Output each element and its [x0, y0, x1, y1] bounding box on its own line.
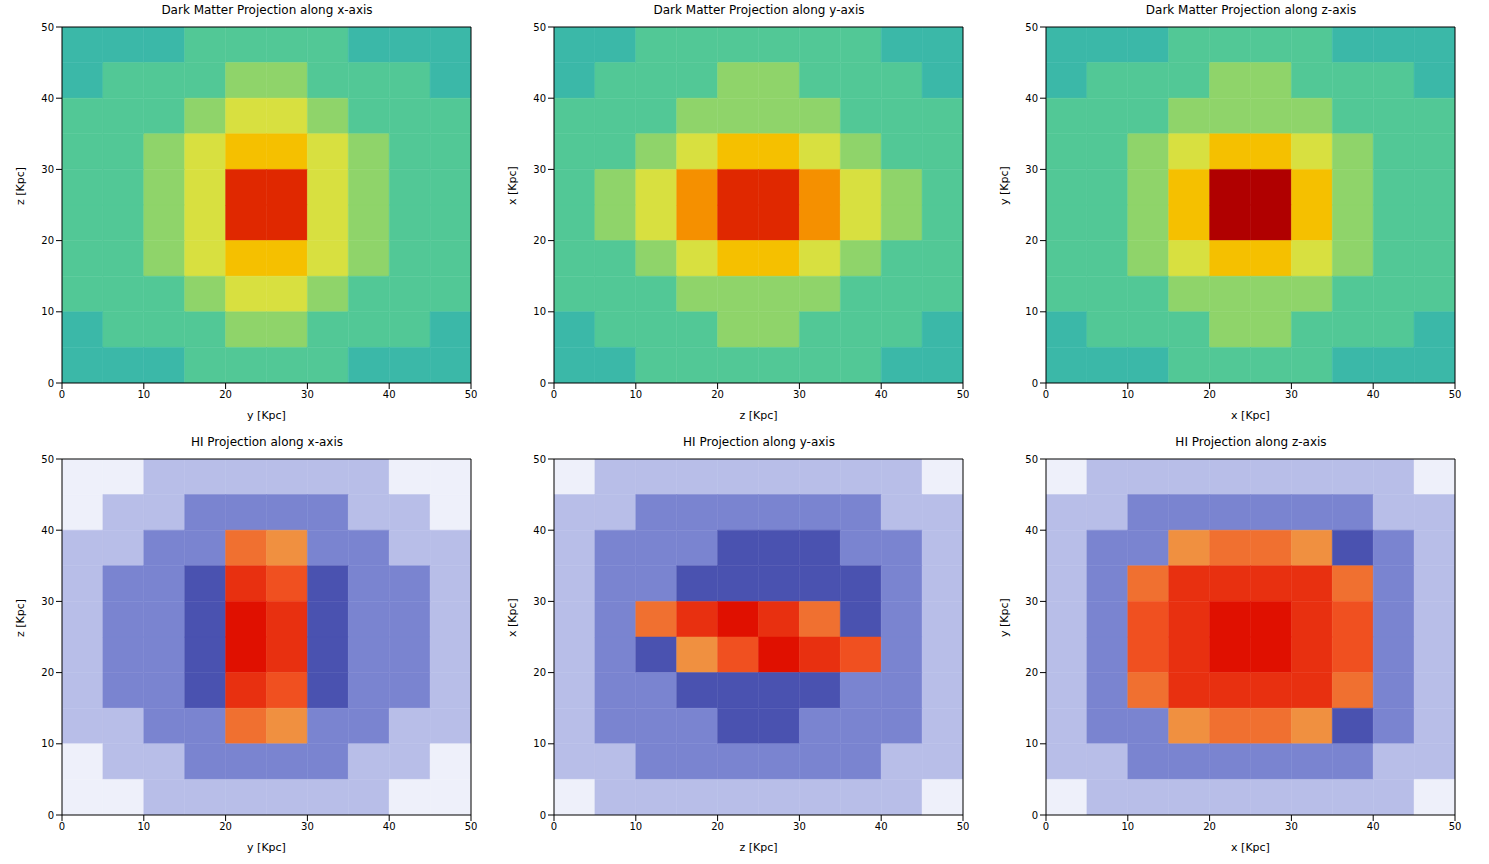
svg-text:30: 30	[1025, 596, 1038, 607]
svg-text:40: 40	[1025, 93, 1038, 104]
svg-text:30: 30	[1285, 821, 1298, 832]
svg-text:50: 50	[41, 22, 54, 33]
svg-text:x [Kpc]: x [Kpc]	[506, 166, 519, 205]
svg-text:20: 20	[1203, 389, 1216, 400]
svg-text:20: 20	[533, 235, 546, 246]
svg-text:0: 0	[1032, 378, 1038, 389]
svg-text:30: 30	[533, 596, 546, 607]
svg-text:50: 50	[957, 821, 970, 832]
html-text:Dark Matter Projection along x: Dark Matter Projection along x-axis	[161, 3, 373, 17]
svg-text:40: 40	[533, 93, 546, 104]
svg-text:20: 20	[711, 821, 724, 832]
svg-text:50: 50	[533, 22, 546, 33]
svg-text:0: 0	[551, 389, 557, 400]
svg-text:40: 40	[41, 525, 54, 536]
svg-text:0: 0	[59, 389, 65, 400]
svg-text:y [Kpc]: y [Kpc]	[247, 409, 286, 422]
svg-text:x [Kpc]: x [Kpc]	[1231, 409, 1270, 422]
svg-text:10: 10	[533, 738, 546, 749]
svg-text:z [Kpc]: z [Kpc]	[14, 599, 27, 637]
svg-text:50: 50	[533, 454, 546, 465]
svg-text:y [Kpc]: y [Kpc]	[247, 841, 286, 854]
svg-text:30: 30	[1285, 389, 1298, 400]
svg-text:40: 40	[533, 525, 546, 536]
svg-text:0: 0	[540, 378, 546, 389]
svg-text:20: 20	[711, 389, 724, 400]
html-text:Dark Matter Projection along y: Dark Matter Projection along y-axis	[653, 3, 865, 17]
svg-text:20: 20	[219, 821, 232, 832]
svg-text:0: 0	[1043, 821, 1049, 832]
svg-text:50: 50	[465, 389, 478, 400]
svg-text:30: 30	[1025, 164, 1038, 175]
svg-text:20: 20	[219, 389, 232, 400]
svg-text:10: 10	[629, 389, 642, 400]
svg-text:20: 20	[41, 667, 54, 678]
svg-text:z [Kpc]: z [Kpc]	[739, 409, 777, 422]
svg-text:30: 30	[41, 164, 54, 175]
svg-text:0: 0	[48, 378, 54, 389]
svg-text:40: 40	[1367, 821, 1380, 832]
svg-text:0: 0	[540, 810, 546, 821]
svg-text:z [Kpc]: z [Kpc]	[14, 167, 27, 205]
svg-text:40: 40	[41, 93, 54, 104]
svg-text:50: 50	[1449, 389, 1462, 400]
html-text:HI Projection along z-axis: HI Projection along z-axis	[1175, 435, 1327, 449]
svg-text:30: 30	[301, 389, 314, 400]
svg-text:10: 10	[41, 738, 54, 749]
svg-text:0: 0	[1043, 389, 1049, 400]
html-text:HI Projection along x-axis: HI Projection along x-axis	[191, 435, 343, 449]
svg-text:20: 20	[1025, 235, 1038, 246]
svg-text:20: 20	[41, 235, 54, 246]
svg-text:10: 10	[41, 306, 54, 317]
svg-text:0: 0	[48, 810, 54, 821]
svg-text:40: 40	[383, 821, 396, 832]
svg-text:50: 50	[1025, 454, 1038, 465]
svg-text:20: 20	[1203, 821, 1216, 832]
html-text:Dark Matter Projection along z: Dark Matter Projection along z-axis	[1145, 3, 1357, 17]
svg-text:10: 10	[1025, 738, 1038, 749]
svg-text:10: 10	[629, 821, 642, 832]
svg-text:40: 40	[1025, 525, 1038, 536]
svg-text:z [Kpc]: z [Kpc]	[739, 841, 777, 854]
svg-text:30: 30	[793, 389, 806, 400]
svg-text:30: 30	[301, 821, 314, 832]
svg-text:x [Kpc]: x [Kpc]	[1231, 841, 1270, 854]
svg-text:x [Kpc]: x [Kpc]	[506, 598, 519, 637]
svg-text:30: 30	[41, 596, 54, 607]
svg-text:20: 20	[533, 667, 546, 678]
svg-text:40: 40	[1367, 389, 1380, 400]
svg-text:50: 50	[1025, 22, 1038, 33]
html-text:HI Projection along y-axis: HI Projection along y-axis	[683, 435, 835, 449]
svg-text:40: 40	[875, 389, 888, 400]
svg-text:0: 0	[59, 821, 65, 832]
svg-text:20: 20	[1025, 667, 1038, 678]
svg-text:10: 10	[1025, 306, 1038, 317]
svg-text:0: 0	[1032, 810, 1038, 821]
svg-text:y [Kpc]: y [Kpc]	[998, 598, 1011, 637]
svg-text:50: 50	[465, 821, 478, 832]
svg-text:10: 10	[533, 306, 546, 317]
svg-text:10: 10	[1121, 821, 1134, 832]
svg-text:30: 30	[793, 821, 806, 832]
svg-text:50: 50	[1449, 821, 1462, 832]
svg-text:50: 50	[957, 389, 970, 400]
svg-text:10: 10	[1121, 389, 1134, 400]
svg-text:y [Kpc]: y [Kpc]	[998, 166, 1011, 205]
svg-text:10: 10	[137, 821, 150, 832]
svg-text:0: 0	[551, 821, 557, 832]
svg-text:10: 10	[137, 389, 150, 400]
svg-text:40: 40	[383, 389, 396, 400]
svg-text:30: 30	[533, 164, 546, 175]
svg-text:50: 50	[41, 454, 54, 465]
svg-text:40: 40	[875, 821, 888, 832]
